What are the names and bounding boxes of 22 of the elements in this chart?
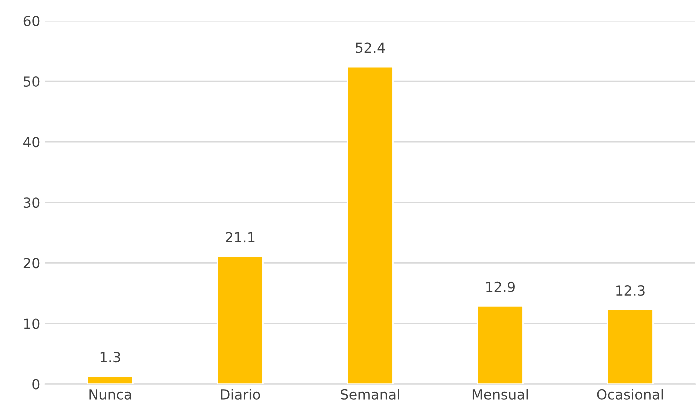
data-label: 21.1 — [226, 232, 255, 243]
y-tick-label: 60 — [24, 16, 40, 26]
y-tick-label: 0 — [32, 379, 40, 390]
y-tick-label: 40 — [24, 137, 40, 148]
bar — [607, 309, 654, 384]
x-tick-label: Mensual — [472, 389, 528, 400]
x-tick-label: Nunca — [90, 390, 132, 400]
bar — [477, 305, 524, 384]
bar — [347, 66, 394, 384]
y-tick-label: 20 — [24, 258, 40, 269]
bar — [217, 256, 264, 384]
data-label: 52.4 — [356, 42, 386, 54]
data-label: 12.9 — [486, 282, 515, 292]
x-tick-label: Semanal — [341, 389, 400, 400]
y-tick-label: 10 — [24, 318, 40, 330]
y-tick-label: 50 — [24, 76, 40, 88]
data-label: 1.3 — [100, 352, 120, 363]
x-tick-label: Diario — [221, 389, 260, 400]
y-tick-label: 30 — [24, 198, 40, 208]
bar — [86, 376, 134, 384]
data-label: 12.3 — [616, 286, 645, 296]
x-tick-label: Ocasional — [597, 389, 664, 400]
